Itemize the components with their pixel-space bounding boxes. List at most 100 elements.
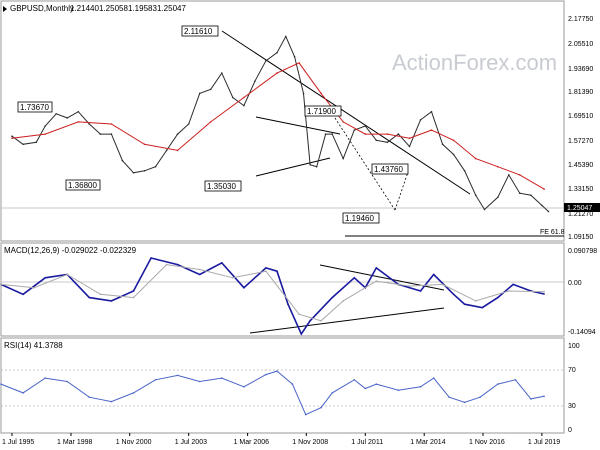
rsi-series-point [265,373,267,376]
annotation-1-43760: 1.43760 [371,163,409,175]
price-series-point [452,139,455,142]
price-series-point [474,157,477,160]
rsi-series-point [353,379,356,381]
price-series-point [430,110,433,113]
svg-text:1.25047: 1.25047 [567,205,592,212]
rsi-series-point [291,383,294,385]
macd-series-point [452,293,455,296]
rsi-series-point [44,377,46,379]
macd-series-point [276,270,278,273]
macd-series-point [474,300,477,302]
price-series-point [375,139,378,142]
price-panel [0,0,565,242]
svg-text:1.36800: 1.36800 [68,181,97,190]
annotation-1-73670: 1.73670 [17,101,53,113]
rsi-series-point [479,396,481,399]
ohlc-open: 1.21440 [70,4,99,13]
price-series-point [320,92,322,95]
macd-series-point [132,290,135,292]
price-series-point [497,196,499,199]
macd-series-point [419,290,422,292]
x-axis-label: 1 Nov 2000 [116,439,152,446]
macd-series-point [432,273,435,276]
rsi-series-point [419,386,422,388]
price-y-axis: 2.17750 2.05510 1.93690 1.81390 1.69510 … [568,16,593,241]
price-series-point [44,133,46,135]
macd-series-point [44,277,46,279]
price-series-layer [11,35,550,213]
macd-series-point [198,273,201,276]
macd-tick: 0.090798 [568,248,597,255]
price-series-point [302,92,305,95]
macd-y-axis: 0.090798 0.00 -0.14094 [568,248,597,336]
macd-series-point [375,267,378,269]
price-tick: 1.93690 [568,66,593,73]
macd-series-layer [0,257,545,336]
price-series-point [474,194,477,196]
price-series-point [55,113,57,115]
price-tick: 1.33150 [568,186,593,193]
x-axis-label: 1 Mar 2014 [410,439,446,446]
svg-text:2.11610: 2.11610 [184,27,213,36]
price-series-point [519,174,521,176]
triangle-upper-line [255,116,341,135]
price-series-line [11,35,549,212]
macd-series-point [243,286,245,289]
price-series-point [176,133,179,135]
price-series-point [285,35,287,38]
price-tick: 1.09150 [568,234,593,241]
svg-text:1.71900: 1.71900 [307,107,336,116]
price-series-point [11,135,13,137]
price-series-point [331,133,334,135]
title-arrow-icon [3,6,7,12]
svg-text:1.19460: 1.19460 [345,214,374,223]
macd-series-point [132,296,135,299]
last-price-tag: 1.25047 [564,203,600,212]
rsi-tick: 100 [568,343,580,350]
price-series-point [88,123,91,125]
price-series-point [452,153,455,156]
price-series-point [110,133,113,135]
x-axis-label: 1 Jul 1995 [2,439,34,446]
price-series-point [77,110,80,113]
watermark: ActionForex.com [392,50,557,75]
x-axis-label: 1 Nov 2016 [469,439,505,446]
annotation-1-36800: 1.36800 [65,179,101,191]
macd-series-point [232,277,234,279]
price-series-point [342,157,345,160]
price-tick: 1.57270 [568,138,593,145]
macd-series-point [543,293,545,295]
x-axis-label: 1 Mar 1998 [57,439,93,446]
price-series-point [293,56,296,58]
price-series-point [298,62,300,64]
price-series-point [530,194,532,196]
macd-series-point [165,263,168,266]
macd-series-point [508,290,510,292]
price-series-point [209,121,212,123]
price-series-point [254,80,256,82]
price-tick: 1.21270 [568,211,593,218]
svg-text:1.73670: 1.73670 [20,103,49,112]
rsi-series-point [176,374,179,377]
price-series-point [497,165,499,168]
macd-series-point [300,333,303,335]
price-series-point [276,72,278,74]
rsi-series-point [514,379,517,381]
rsi-series-point [154,379,157,381]
price-series-point [165,149,168,152]
macd-series-point [408,285,411,287]
svg-text:1.43760: 1.43760 [374,165,403,174]
annotation-1-19460: 1.19460 [342,212,380,224]
price-series-point [44,125,46,127]
rsi-series-layer [0,370,545,416]
annotation-1-71900: 1.71900 [304,105,342,117]
price-series-point [11,137,13,139]
price-series-point [276,51,278,54]
rsi-tick: 0 [568,427,572,434]
price-series-point [198,92,201,95]
rsi-series-point [530,398,532,400]
macd-tick: -0.14094 [568,329,596,336]
fibo-label: FE 61.8 [540,229,565,236]
price-series-point [508,174,510,176]
price-series-point [243,104,245,107]
